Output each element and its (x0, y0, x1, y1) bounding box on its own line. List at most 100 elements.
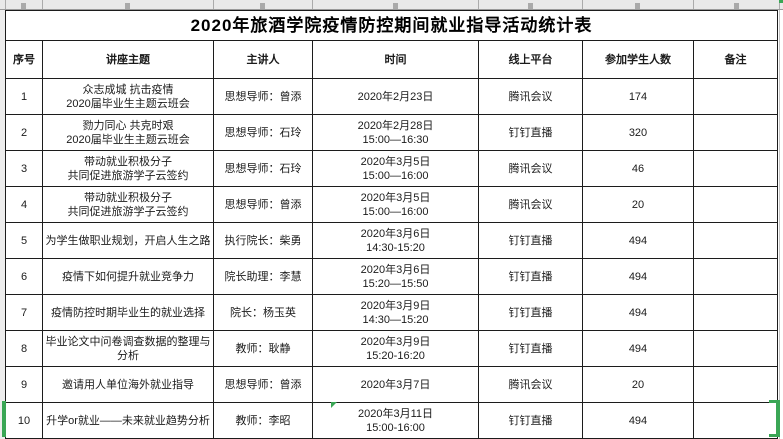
cell-no[interactable]: 10 (5, 402, 43, 439)
cell-topic[interactable]: 升学or就业——未来就业趋势分析 (42, 402, 214, 439)
cell-remark[interactable] (693, 186, 778, 223)
table-row: 8 毕业论文中问卷调查数据的整理与分析 教师：耿静 2020年3月9日 15:20-1… (5, 330, 778, 367)
cell-time[interactable]: 2020年3月5日 15:00—16:00 (312, 186, 479, 223)
cell-topic[interactable]: 带动就业积极分子 共同促进旅游学子云签约 (42, 150, 214, 187)
cell-platform[interactable]: 腾讯会议 (478, 78, 583, 115)
error-indicator-triangle-icon (331, 402, 337, 408)
cell-no[interactable]: 7 (5, 294, 43, 331)
cell-no[interactable]: 2 (5, 114, 43, 151)
cell-remark[interactable] (693, 366, 778, 403)
cell-speaker[interactable]: 思想导师：石玲 (213, 150, 313, 187)
cell-platform[interactable]: 钉钉直播 (478, 330, 583, 367)
column-header-cell[interactable]: 讲座主题 (42, 40, 214, 79)
cell-speaker[interactable]: 执行院长：柴勇 (213, 222, 313, 259)
column-header-strip[interactable] (0, 0, 783, 10)
cell-students[interactable]: 46 (582, 150, 694, 187)
cell-students[interactable]: 174 (582, 78, 694, 115)
cell-remark[interactable] (693, 78, 778, 115)
sheet-left-margin (0, 10, 5, 439)
cell-time[interactable]: 2020年3月11日 15:00-16:00 (312, 402, 479, 439)
column-header-cell[interactable]: 备注 (693, 40, 778, 79)
sheet-gridline (779, 10, 780, 439)
column-divider (5, 0, 6, 9)
cell-speaker[interactable]: 教师：李昭 (213, 402, 313, 439)
cell-platform[interactable]: 钉钉直播 (478, 114, 583, 151)
cell-topic[interactable]: 毕业论文中问卷调查数据的整理与分析 (42, 330, 214, 367)
column-divider (213, 0, 214, 9)
cell-platform[interactable]: 腾讯会议 (478, 150, 583, 187)
column-header-cell[interactable]: 时间 (312, 40, 479, 79)
cell-platform[interactable]: 钉钉直播 (478, 294, 583, 331)
cell-speaker[interactable]: 院长：杨玉英 (213, 294, 313, 331)
cell-speaker[interactable]: 思想导师：曾添 (213, 78, 313, 115)
table-row: 6 疫情下如何提升就业竞争力 院长助理：李慧 2020年3月6日 15:20—15:5… (5, 258, 778, 295)
cell-no[interactable]: 4 (5, 186, 43, 223)
column-divider (478, 0, 479, 9)
cell-students[interactable]: 494 (582, 258, 694, 295)
cell-platform[interactable]: 腾讯会议 (478, 186, 583, 223)
selection-mark-top-right (779, 0, 783, 3)
column-header-cell[interactable]: 参加学生人数 (582, 40, 694, 79)
cell-remark[interactable] (693, 258, 778, 295)
cell-time[interactable]: 2020年3月6日 14:30-15:20 (312, 222, 479, 259)
cell-students[interactable]: 494 (582, 294, 694, 331)
cell-remark[interactable] (693, 114, 778, 151)
cell-students[interactable]: 20 (582, 366, 694, 403)
column-letter-fragment (260, 3, 265, 9)
cell-time[interactable]: 2020年3月9日 15:20-16:20 (312, 330, 479, 367)
cell-speaker[interactable]: 思想导师：石玲 (213, 114, 313, 151)
cell-time[interactable]: 2020年2月28日 15:00—16:30 (312, 114, 479, 151)
cell-time[interactable]: 2020年3月6日 15:20—15:50 (312, 258, 479, 295)
column-letter-fragment (393, 3, 398, 9)
cell-remark[interactable] (693, 294, 778, 331)
cell-platform[interactable]: 钉钉直播 (478, 258, 583, 295)
cell-platform[interactable]: 钉钉直播 (478, 222, 583, 259)
column-letter-fragment (528, 3, 533, 9)
column-header-cell[interactable]: 主讲人 (213, 40, 313, 79)
cell-topic[interactable]: 众志成城 抗击疫情 2020届毕业生主题云班会 (42, 78, 214, 115)
cell-speaker[interactable]: 思想导师：曾添 (213, 186, 313, 223)
cell-remark[interactable] (693, 330, 778, 367)
cell-no[interactable]: 8 (5, 330, 43, 367)
column-divider (312, 0, 313, 9)
cell-speaker[interactable]: 思想导师：曾添 (213, 366, 313, 403)
cell-no[interactable]: 3 (5, 150, 43, 187)
cell-speaker[interactable]: 教师：耿静 (213, 330, 313, 367)
cell-remark[interactable] (693, 402, 778, 439)
table-row: 7 疫情防控时期毕业生的就业选择 院长：杨玉英 2020年3月9日 14:30—15:… (5, 294, 778, 331)
cell-remark[interactable] (693, 222, 778, 259)
column-header-cell[interactable]: 序号 (5, 40, 43, 79)
column-divider (42, 0, 43, 9)
cell-topic[interactable]: 疫情下如何提升就业竞争力 (42, 258, 214, 295)
cell-topic[interactable]: 勠力同心 共克时艰 2020届毕业生主题云班会 (42, 114, 214, 151)
cell-topic[interactable]: 疫情防控时期毕业生的就业选择 (42, 294, 214, 331)
cell-students[interactable]: 494 (582, 330, 694, 367)
cell-platform[interactable]: 腾讯会议 (478, 366, 583, 403)
cell-speaker[interactable]: 院长助理：李慧 (213, 258, 313, 295)
cell-time[interactable]: 2020年3月5日 15:00—16:00 (312, 150, 479, 187)
cell-no[interactable]: 1 (5, 78, 43, 115)
cell-no[interactable]: 9 (5, 366, 43, 403)
cell-students[interactable]: 494 (582, 402, 694, 439)
cell-no[interactable]: 5 (5, 222, 43, 259)
cell-students[interactable]: 320 (582, 114, 694, 151)
cell-time[interactable]: 2020年2月23日 (312, 78, 479, 115)
cell-topic[interactable]: 为学生做职业规划，开启人生之路 (42, 222, 214, 259)
cell-remark[interactable] (693, 150, 778, 187)
column-divider (779, 0, 780, 9)
table-row: 9 邀请用人单位海外就业指导 思想导师：曾添 2020年3月7日 腾讯会议 20 (5, 366, 778, 403)
cell-no[interactable]: 6 (5, 258, 43, 295)
cell-students[interactable]: 20 (582, 186, 694, 223)
cell-time[interactable]: 2020年3月7日 (312, 366, 479, 403)
cell-time[interactable]: 2020年3月9日 14:30—15:20 (312, 294, 479, 331)
cell-platform[interactable]: 钉钉直播 (478, 402, 583, 439)
cell-topic[interactable]: 邀请用人单位海外就业指导 (42, 366, 214, 403)
column-header-cell[interactable]: 线上平台 (478, 40, 583, 79)
table-title[interactable]: 2020年旅酒学院疫情防控期间就业指导活动统计表 (5, 10, 778, 41)
column-divider (582, 0, 583, 9)
cell-students[interactable]: 494 (582, 222, 694, 259)
selection-mark-right-bracket (769, 400, 780, 437)
cell-topic[interactable]: 带动就业积极分子 共同促进旅游学子云签约 (42, 186, 214, 223)
table-row: 3 带动就业积极分子 共同促进旅游学子云签约 思想导师：石玲 2020年3月5日 15… (5, 150, 778, 187)
